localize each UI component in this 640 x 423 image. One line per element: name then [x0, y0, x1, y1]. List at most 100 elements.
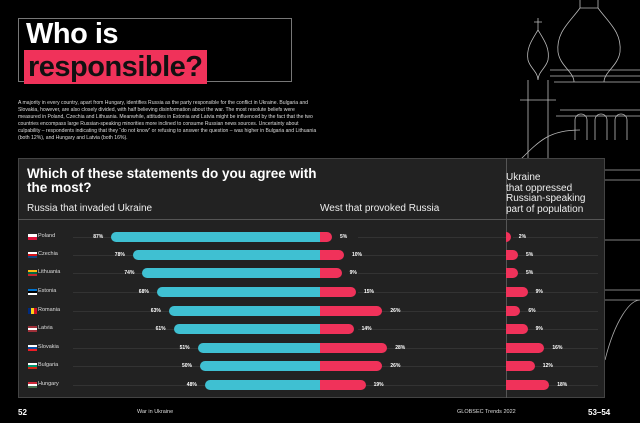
bar-west	[320, 361, 383, 371]
value-west: 15%	[364, 289, 375, 295]
bar-west	[320, 287, 356, 297]
value-west: 9%	[349, 270, 357, 276]
country-label: Romania	[38, 307, 61, 313]
bar-ukraine	[506, 324, 528, 334]
flag-icon	[28, 308, 37, 314]
value-russia: 78%	[114, 252, 125, 258]
legend-russia: Russia that invaded Ukraine	[27, 203, 153, 214]
value-ukraine: 9%	[535, 326, 543, 332]
guide-line	[358, 273, 508, 274]
value-west: 14%	[361, 326, 372, 332]
page-title-line1: Who is	[26, 18, 119, 50]
bar-west	[320, 268, 342, 278]
value-russia: 61%	[155, 326, 166, 332]
bar-russia	[132, 250, 320, 260]
country-label: Poland	[38, 233, 56, 239]
value-russia: 87%	[93, 234, 104, 240]
flag-icon	[28, 363, 37, 369]
value-west: 10%	[352, 252, 363, 258]
chart-row-poland: Poland 87% 5% 2%	[18, 231, 605, 243]
guide-line	[513, 329, 598, 330]
page-number-right: 53–54	[588, 408, 611, 417]
chart-row-lithuania: Lithuania 74% 9% 5%	[18, 267, 605, 279]
guide-line	[513, 348, 598, 349]
header-divider	[18, 219, 605, 220]
church-illustration	[519, 0, 640, 160]
legend-line: Russian-speaking	[506, 193, 586, 204]
legend-line: that oppressed	[506, 182, 573, 194]
guide-line	[513, 311, 598, 312]
value-russia: 48%	[186, 382, 197, 388]
country-label: Estonia	[38, 288, 57, 294]
value-russia: 50%	[182, 363, 193, 369]
chart-row-estonia: Estonia 68% 15% 9%	[18, 286, 605, 298]
bar-russia	[111, 232, 320, 242]
bar-russia	[197, 343, 320, 353]
page-title-line2: responsible?	[24, 50, 207, 84]
column-divider	[506, 158, 507, 398]
guide-line	[73, 385, 303, 386]
bar-west	[320, 306, 383, 316]
bar-ukraine	[506, 287, 528, 297]
flag-icon	[28, 289, 37, 295]
guide-line	[358, 311, 508, 312]
bar-russia	[200, 361, 320, 371]
flag-icon	[28, 382, 37, 388]
guide-line	[73, 366, 303, 367]
country-label: Hungary	[38, 381, 59, 387]
country-label: Latvia	[38, 325, 53, 331]
chart-row-romania: Romania 63% 26% 6%	[18, 305, 605, 317]
chart-panel	[18, 158, 605, 398]
country-label: Czechia	[38, 251, 58, 257]
bar-russia	[142, 268, 320, 278]
bar-west	[320, 250, 344, 260]
bar-west	[320, 324, 354, 334]
value-west: 19%	[373, 382, 384, 388]
guide-line	[513, 292, 598, 293]
bar-ukraine	[506, 380, 550, 390]
intro-paragraph: A majority in every country, apart from …	[18, 100, 317, 142]
guide-line	[358, 237, 508, 238]
value-ukraine: 5%	[526, 270, 534, 276]
value-west: 28%	[395, 345, 406, 351]
chart-title: Which of these statements do you agree w…	[27, 166, 317, 195]
bar-ukraine	[506, 268, 518, 278]
bar-ukraine	[506, 232, 511, 242]
bar-ukraine	[506, 361, 535, 371]
guide-line	[358, 292, 508, 293]
bar-ukraine	[506, 343, 545, 353]
value-ukraine: 6%	[528, 308, 536, 314]
value-ukraine: 2%	[518, 234, 527, 240]
chart-row-slovakia: Slovakia 51% 28% 16%	[18, 342, 605, 354]
value-russia: 74%	[124, 270, 135, 276]
legend-ukraine: Ukraine that oppressed Russian-speaking …	[506, 172, 606, 215]
bar-west	[320, 380, 366, 390]
guide-line	[358, 255, 508, 256]
guide-line	[358, 385, 508, 386]
guide-line	[358, 366, 508, 367]
guide-line	[513, 273, 598, 274]
guide-line	[513, 255, 598, 256]
bar-russia	[173, 324, 320, 334]
flag-icon	[28, 252, 37, 258]
chart-row-latvia: Latvia 61% 14% 9%	[18, 323, 605, 335]
section-name: War in Ukraine	[137, 409, 174, 415]
guide-line	[73, 348, 303, 349]
guide-line	[513, 237, 598, 238]
value-russia: 63%	[150, 308, 161, 314]
guide-line	[358, 329, 508, 330]
flag-icon	[28, 234, 37, 240]
bar-russia	[204, 380, 320, 390]
bar-ukraine	[506, 306, 521, 316]
value-russia: 51%	[179, 345, 190, 351]
value-west: 26%	[390, 308, 401, 314]
page-number-left: 52	[18, 408, 27, 417]
value-russia: 68%	[138, 289, 149, 295]
guide-line	[513, 366, 598, 367]
value-ukraine: 9%	[535, 289, 543, 295]
flag-icon	[28, 345, 37, 351]
value-ukraine: 18%	[557, 382, 568, 388]
publication-name: GLOBSEC Trends 2022	[457, 409, 516, 415]
country-label: Bulgaria	[38, 362, 59, 368]
flag-icon	[28, 326, 37, 332]
